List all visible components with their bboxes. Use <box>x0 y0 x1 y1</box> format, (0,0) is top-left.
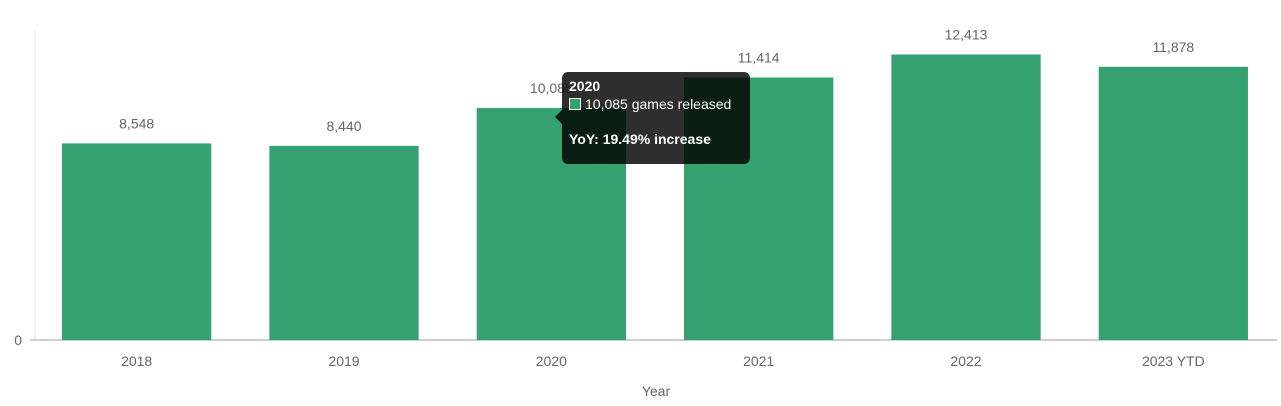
tooltip-series-swatch <box>569 98 581 110</box>
x-tick-label-2021: 2021 <box>743 353 774 369</box>
x-axis-title: Year <box>642 383 671 399</box>
tooltip-footer: YoY: 19.49% increase <box>569 131 711 147</box>
data-label-2023-ytd: 11,878 <box>1152 39 1194 55</box>
x-tick-label-2023-ytd: 2023 YTD <box>1142 353 1205 369</box>
tooltip-caret <box>555 110 562 124</box>
tooltip-value: 10,085 games released <box>585 96 732 112</box>
x-tick-label-2018: 2018 <box>121 353 152 369</box>
data-label-2022: 12,413 <box>945 27 988 43</box>
y-tick-label-0: 0 <box>14 332 22 348</box>
x-tick-label-2020: 2020 <box>536 353 567 369</box>
data-label-2021: 11,414 <box>738 49 780 65</box>
x-tick-label-2022: 2022 <box>950 353 981 369</box>
bar-2023-ytd[interactable] <box>1098 66 1248 340</box>
bar-2019[interactable] <box>269 145 419 340</box>
x-tick-label-2019: 2019 <box>328 353 359 369</box>
tooltip: 2020 10,085 games released YoY: 19.49% i… <box>555 72 750 164</box>
tooltip-row: 10,085 games released <box>569 94 743 114</box>
data-label-2018: 8,548 <box>119 115 154 131</box>
bar-2022[interactable] <box>891 54 1041 340</box>
data-label-2019: 8,440 <box>326 118 361 134</box>
bar-2018[interactable] <box>62 143 212 340</box>
tooltip-title: 2020 <box>569 78 601 94</box>
